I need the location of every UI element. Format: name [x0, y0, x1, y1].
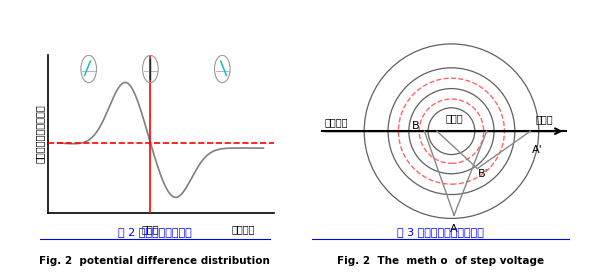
Text: 电缆走向: 电缆走向 — [231, 224, 255, 234]
Y-axis label: 电位差计指示值及极性: 电位差计指示值及极性 — [35, 104, 45, 163]
Text: 故障点: 故障点 — [142, 224, 159, 234]
Text: 图 2 电位差分布示意图: 图 2 电位差分布示意图 — [118, 227, 192, 237]
Text: 等位线: 等位线 — [536, 114, 553, 124]
Text: B: B — [412, 121, 419, 131]
Text: 图 3 跨步电压法检测示意图: 图 3 跨步电压法检测示意图 — [397, 227, 484, 237]
Text: 故障点: 故障点 — [445, 113, 463, 123]
Text: B': B' — [477, 169, 488, 179]
Text: A': A' — [532, 145, 543, 155]
Text: Fig. 2  potential difference distribution: Fig. 2 potential difference distribution — [39, 256, 270, 266]
Text: Fig. 2  The  meth o  of step voltage: Fig. 2 The meth o of step voltage — [337, 256, 544, 266]
Text: A: A — [450, 224, 458, 234]
Text: 电力电缆: 电力电缆 — [324, 117, 347, 127]
